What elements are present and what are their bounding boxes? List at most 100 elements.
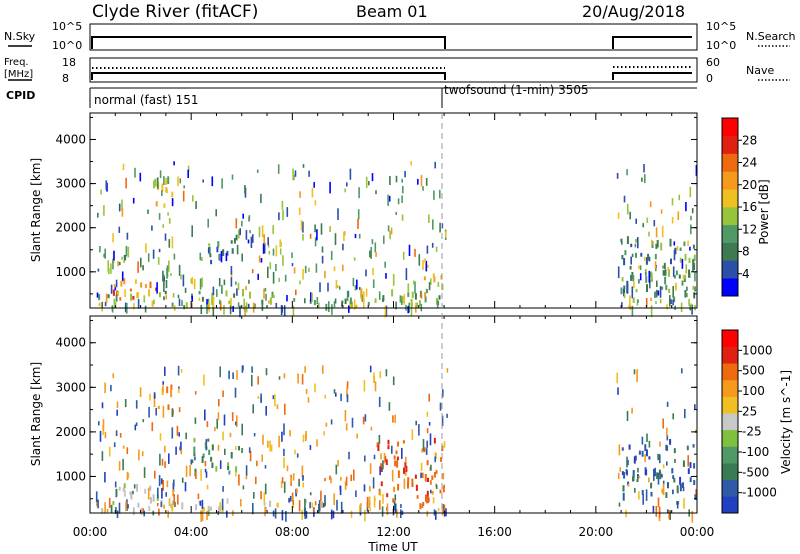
power-colorbar-swatch <box>722 278 738 297</box>
velocity-scatter-cell <box>426 460 429 466</box>
velocity-scatter-cell <box>157 405 160 410</box>
power-scatter-cell <box>158 213 161 220</box>
power-scatter-cell <box>304 265 307 273</box>
power-scatter-cell <box>631 253 634 258</box>
velocity-scatter-cell <box>219 366 221 378</box>
power-scatter-cell <box>310 292 312 302</box>
power-scatter-cell <box>660 242 663 251</box>
power-scatter-cell <box>445 231 447 238</box>
power-scatter-cell <box>382 295 385 301</box>
velocity-scatter-cell <box>657 472 660 485</box>
power-scatter-cell <box>313 182 315 188</box>
power-scatter-cell <box>660 209 663 214</box>
velocity-colorbar-swatch <box>722 346 738 364</box>
velocity-colorbar-swatch <box>722 479 738 497</box>
velocity-y-ticks: 1000 2000 3000 4000 <box>55 319 697 500</box>
power-scatter-cell <box>247 239 250 244</box>
velocity-scatter-cell <box>167 510 169 518</box>
power-scatter-cell <box>644 269 647 275</box>
velocity-colorbar-tick-label: -100 <box>742 445 769 459</box>
velocity-scatter-cell <box>330 509 333 520</box>
velocity-scatter-cell <box>393 501 396 510</box>
velocity-scatter-cell <box>439 489 442 494</box>
x-tick-label: 08:00 <box>275 525 310 539</box>
power-scatter-cell <box>426 245 429 254</box>
velocity-scatter-cell <box>236 415 238 428</box>
power-scatter-cell <box>298 207 301 215</box>
velocity-scatter-cell <box>296 488 298 494</box>
power-scatter-cell <box>651 239 653 245</box>
power-scatter-cell <box>360 288 363 300</box>
velocity-scatter-cell <box>157 487 159 499</box>
velocity-scatter-cell <box>104 431 107 439</box>
velocity-scatter-cell <box>206 484 209 490</box>
velocity-scatter-cell <box>193 452 196 457</box>
velocity-scatter-cell <box>618 502 621 507</box>
velocity-scatter-cell <box>650 491 653 497</box>
power-scatter-cell <box>666 304 668 310</box>
power-scatter-cell <box>308 170 310 177</box>
velocity-scatter-cell <box>634 487 636 493</box>
power-scatter-cell <box>107 294 110 299</box>
velocity-scatter-cell <box>683 498 685 509</box>
velocity-scatter-cell <box>124 399 127 408</box>
power-scatter-cell <box>395 211 397 215</box>
velocity-scatter-cell <box>642 493 644 505</box>
velocity-scatter-cell <box>421 503 424 508</box>
velocity-scatter-cell <box>172 489 174 497</box>
power-scatter-cell <box>223 279 226 286</box>
velocity-scatter-cell <box>154 470 156 479</box>
velocity-scatter-cell <box>416 495 419 499</box>
velocity-scatter-cell <box>264 465 267 469</box>
velocity-scatter-cell <box>281 477 284 484</box>
velocity-scatter-cell <box>380 463 383 468</box>
power-scatter-cell <box>434 161 436 169</box>
velocity-scatter-cell <box>662 480 665 486</box>
velocity-scatter-cell <box>295 488 297 497</box>
power-scatter-cell <box>387 225 390 232</box>
velocity-scatter-cell <box>364 455 366 462</box>
velocity-scatter-cell <box>226 510 228 518</box>
velocity-scatter-cell <box>98 421 100 426</box>
velocity-scatter-cell <box>314 383 316 393</box>
velocity-scatter-cell <box>363 380 366 392</box>
velocity-scatter-cell <box>360 503 362 508</box>
velocity-scatter-cell <box>396 460 399 468</box>
power-scatter-cell <box>646 284 648 292</box>
velocity-scatter-cell <box>286 465 289 472</box>
velocity-scatter-cell <box>241 448 244 453</box>
velocity-scatter-cell <box>101 508 104 514</box>
velocity-scatter-cell <box>672 489 674 495</box>
velocity-scatter-cell <box>378 396 381 407</box>
velocity-scatter-cell <box>199 500 202 506</box>
power-scatter-cell <box>335 279 338 289</box>
power-colorbar-tick-label: 16 <box>742 200 757 214</box>
velocity-scatter-cell <box>440 457 443 462</box>
velocity-scatter-cell <box>238 474 240 486</box>
power-scatter-cell <box>153 299 155 305</box>
power-scatter-cell <box>693 292 696 299</box>
velocity-scatter-cell <box>369 507 372 512</box>
power-scatter-cell <box>354 233 357 239</box>
power-scatter-cell <box>673 275 676 279</box>
power-scatter-cell <box>663 262 666 269</box>
velocity-scatter-cell <box>257 395 260 399</box>
power-scatter-cell <box>439 222 441 233</box>
power-scatter-cell <box>244 185 246 194</box>
power-scatter-cell <box>104 248 106 259</box>
power-scatter-cell <box>199 278 202 290</box>
velocity-colorbar-label: Velocity [m s^-1] <box>779 370 793 474</box>
power-scatter-cell <box>124 289 126 298</box>
velocity-y-tick-label: 3000 <box>55 380 86 394</box>
power-scatter-cell <box>321 255 324 264</box>
velocity-scatter-cell <box>392 376 395 386</box>
velocity-scatter-cell <box>380 453 382 460</box>
power-colorbar: 4 8 12 16 20 24 28 <box>721 117 757 297</box>
power-scatter-data <box>96 161 698 318</box>
velocity-scatter-cell <box>112 373 115 379</box>
cpid-mode-1: normal (fast) 151 <box>94 93 198 107</box>
power-scatter-cell <box>292 305 295 316</box>
velocity-colorbar-swatch <box>722 496 738 514</box>
velocity-scatter-cell <box>359 504 361 513</box>
velocity-scatter-cell <box>261 454 263 462</box>
